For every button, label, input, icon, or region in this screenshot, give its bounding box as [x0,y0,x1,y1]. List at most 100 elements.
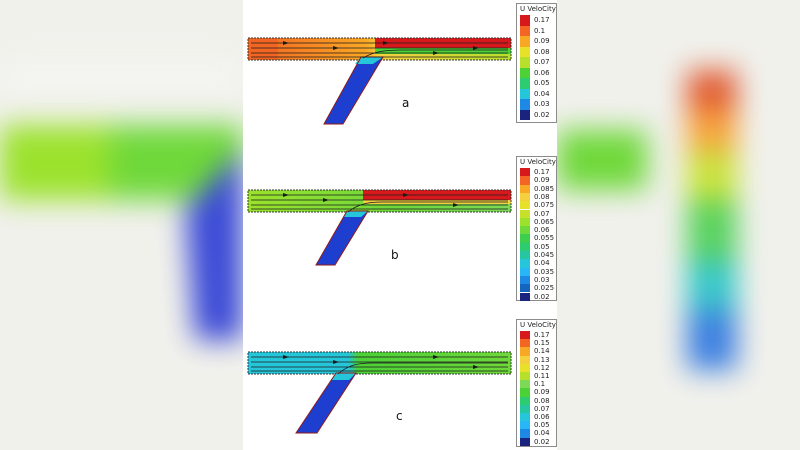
legend-b-swatch [520,259,530,268]
legend-c-swatch [520,372,530,381]
legend-b-swatch [520,292,530,301]
legend-c-swatch [520,396,530,405]
legend-c-label: 0.12 [534,363,550,372]
legend-a-label: 0.1 [534,26,546,35]
legend-b-label: 0.03 [534,275,550,284]
legend-c-label: 0.11 [534,372,550,380]
legend-c-label: 0.15 [534,339,550,348]
legend-a-label: 0.05 [534,79,550,87]
panel-a-arrows [283,41,479,55]
legend-b-swatch [520,184,530,193]
legend-c-label: 0.07 [534,404,550,413]
legend-b-swatch [520,209,530,218]
legend-b-label: 0.02 [534,292,550,301]
legend-b-swatch [520,217,530,227]
legend-c-label: 0.17 [534,331,550,339]
legend-c-swatch [520,413,530,422]
legend-b-label: 0.07 [534,209,550,218]
legend-a-label: 0.07 [534,58,550,66]
legend-b-label: 0.025 [534,284,555,293]
legend-c-swatch [520,380,530,389]
legend-c-swatch [520,363,530,372]
legend-c-label: 0.14 [534,347,550,356]
panel-a-streamlines [251,42,508,59]
legend-b-label: 0.06 [534,226,550,235]
legend-b-swatch [520,234,530,243]
legend-c-swatch [520,347,530,356]
legend-a: U VeloCity 0.17 0.1 0.09 0.08 0.07 0.06 0.05 0.… [516,3,557,123]
panel-b-channel [247,189,512,266]
legend-a-swatch [520,46,530,57]
legend-a-swatch [520,15,530,26]
panel-c-channel [247,351,512,434]
legend-b-swatch [520,201,530,210]
legend-c-label: 0.06 [534,413,550,421]
legend-b-label: 0.17 [534,168,550,176]
panel-c-streamlines [251,356,508,375]
panel-b-branch [315,210,369,266]
figure-panel: U VeloCity 0.17 0.1 0.09 0.08 0.07 0.06 0.05 0.… [243,0,557,450]
legend-b-swatch [520,275,530,285]
legend-c-swatch [520,404,530,413]
legend-c-swatch [520,421,530,430]
panel-c-label: c [396,409,403,423]
background-blur-left-art [0,60,243,340]
legend-a-swatch [520,78,530,89]
legend-a-label: 0.02 [534,110,550,119]
legend-a-label: 0.03 [534,100,550,108]
legend-b-swatch [520,176,530,185]
legend-b-swatch [520,284,530,293]
legend-b-label: 0.085 [534,184,555,193]
panel-a-label: a [402,96,410,110]
legend-b: U VeloCity 0.17 0.09 0.085 0.08 0.075 0.07 0.0… [516,156,557,301]
legend-c-swatch [520,355,530,364]
background-blur-right-art [557,70,737,370]
legend-b-swatch [520,242,530,251]
legend-b-label: 0.065 [534,217,555,226]
legend-a-label: 0.08 [534,47,550,56]
legend-c-swatch [520,331,530,340]
legend-b-label: 0.04 [534,259,550,268]
legend-a-swatch [520,67,530,78]
legend-c-label: 0.05 [534,421,550,430]
legend-b-label: 0.075 [534,201,555,210]
legend-c-label: 0.13 [534,355,550,364]
legend-c-label: 0.08 [534,396,550,405]
legend-c-label: 0.09 [534,388,550,397]
legend-a-label: 0.09 [534,37,550,45]
legend-b-swatch [520,168,530,177]
legend-b-swatch [520,251,530,260]
panel-b-label: b [391,248,399,262]
legend-c-swatch [520,339,530,348]
legend-b-swatch [520,267,530,276]
legend-a-swatch [520,109,530,120]
legend-c-label: 0.02 [534,437,550,446]
legend-c-swatch [520,388,530,397]
legend-a-swatch [520,25,530,36]
panel-b-streamlines [251,194,508,213]
legend-b-label: 0.055 [534,234,555,243]
legend-a-label: 0.04 [534,89,550,98]
legend-a-swatch [520,36,530,47]
legend-a-label: 0.06 [534,68,550,77]
legend-a-swatch [520,99,530,110]
legend-b-label: 0.05 [534,242,550,251]
legend-b-swatch [520,192,530,202]
legend-b-label: 0.045 [534,251,555,259]
background-blur-left [0,0,243,450]
legend-a-title: U VeloCity [520,5,556,13]
legend-b-label: 0.035 [534,267,555,276]
panel-b-arrows [283,193,459,207]
legend-c-label: 0.04 [534,429,550,438]
background-blur-right [557,0,800,450]
legend-c: U VeloCity 0.17 0.15 0.14 0.13 0.12 0.11 0.1 0.… [516,319,557,447]
legend-b-title: U VeloCity [520,158,556,166]
legend-a-swatch [520,88,530,99]
legend-c-title: U VeloCity [520,321,556,329]
legend-a-swatch [520,57,530,68]
legend-c-label: 0.1 [534,380,546,389]
legend-b-label: 0.09 [534,176,550,185]
panel-a-branch [323,56,384,125]
legend-a-label: 0.17 [534,16,550,24]
legend-c-swatch [520,429,530,438]
